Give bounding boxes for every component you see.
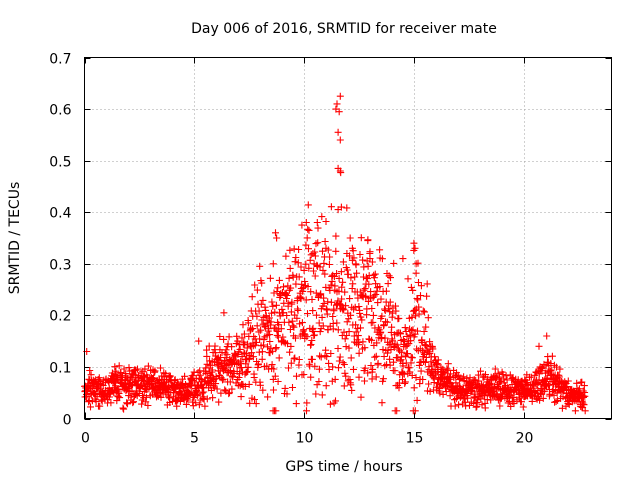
x-tick-label: 20 — [516, 431, 534, 447]
y-tick-label: 0.2 — [49, 309, 71, 325]
chart-title: Day 006 of 2016, SRMTID for receiver mat… — [191, 21, 497, 37]
y-tick-label: 0.3 — [49, 258, 71, 274]
x-tick-label: 5 — [190, 431, 199, 447]
x-axis-label: GPS time / hours — [285, 459, 402, 475]
y-axis-label: SRMTID / TECUs — [7, 182, 23, 295]
x-tick-label: 15 — [406, 431, 424, 447]
y-tick-label: 0.6 — [49, 103, 71, 119]
y-tick-label: 0.7 — [49, 52, 71, 68]
ticks — [84, 57, 612, 420]
y-tick-label: 0 — [63, 413, 72, 429]
y-tick-label: 0.1 — [49, 361, 71, 377]
tick-labels: 0 0.1 0.2 0.3 0.4 0.5 0.6 0.7 0 5 10 15 20 — [49, 52, 533, 447]
y-tick-label: 0.4 — [49, 206, 71, 222]
x-tick-label: 0 — [81, 431, 90, 447]
plot-frame — [84, 57, 612, 419]
y-tick-label: 0.5 — [49, 155, 71, 171]
grid — [84, 57, 612, 419]
x-tick-label: 10 — [296, 431, 314, 447]
